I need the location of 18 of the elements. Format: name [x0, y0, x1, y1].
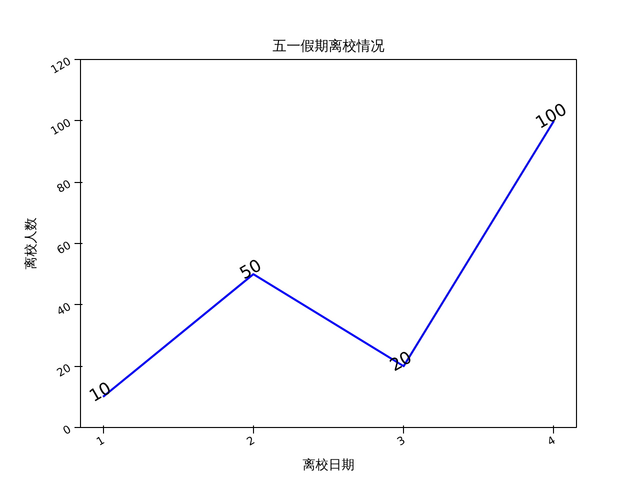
y-tick-label: 80: [54, 177, 74, 196]
chart-title: 五一假期离校情况: [272, 38, 384, 54]
x-tick-label: 2: [244, 434, 258, 448]
x-axis-title: 离校日期: [302, 456, 354, 473]
data-label: 50: [236, 256, 266, 284]
y-axis-title: 离校人数: [22, 218, 39, 270]
y-tick-label: 60: [54, 238, 74, 257]
y-tick-label: 100: [48, 116, 74, 138]
data-label: 100: [532, 100, 571, 134]
y-tick-label: 20: [54, 361, 74, 380]
x-tick-label: 3: [394, 434, 408, 448]
y-tick-label: 120: [48, 54, 74, 76]
data-label: 10: [86, 378, 115, 407]
y-tick-label: 40: [54, 300, 74, 318]
y-tick-label: 0: [60, 422, 74, 438]
x-tick-label: 4: [545, 434, 558, 448]
x-tick-label: 1: [94, 434, 107, 448]
data-label: 20: [386, 348, 416, 376]
